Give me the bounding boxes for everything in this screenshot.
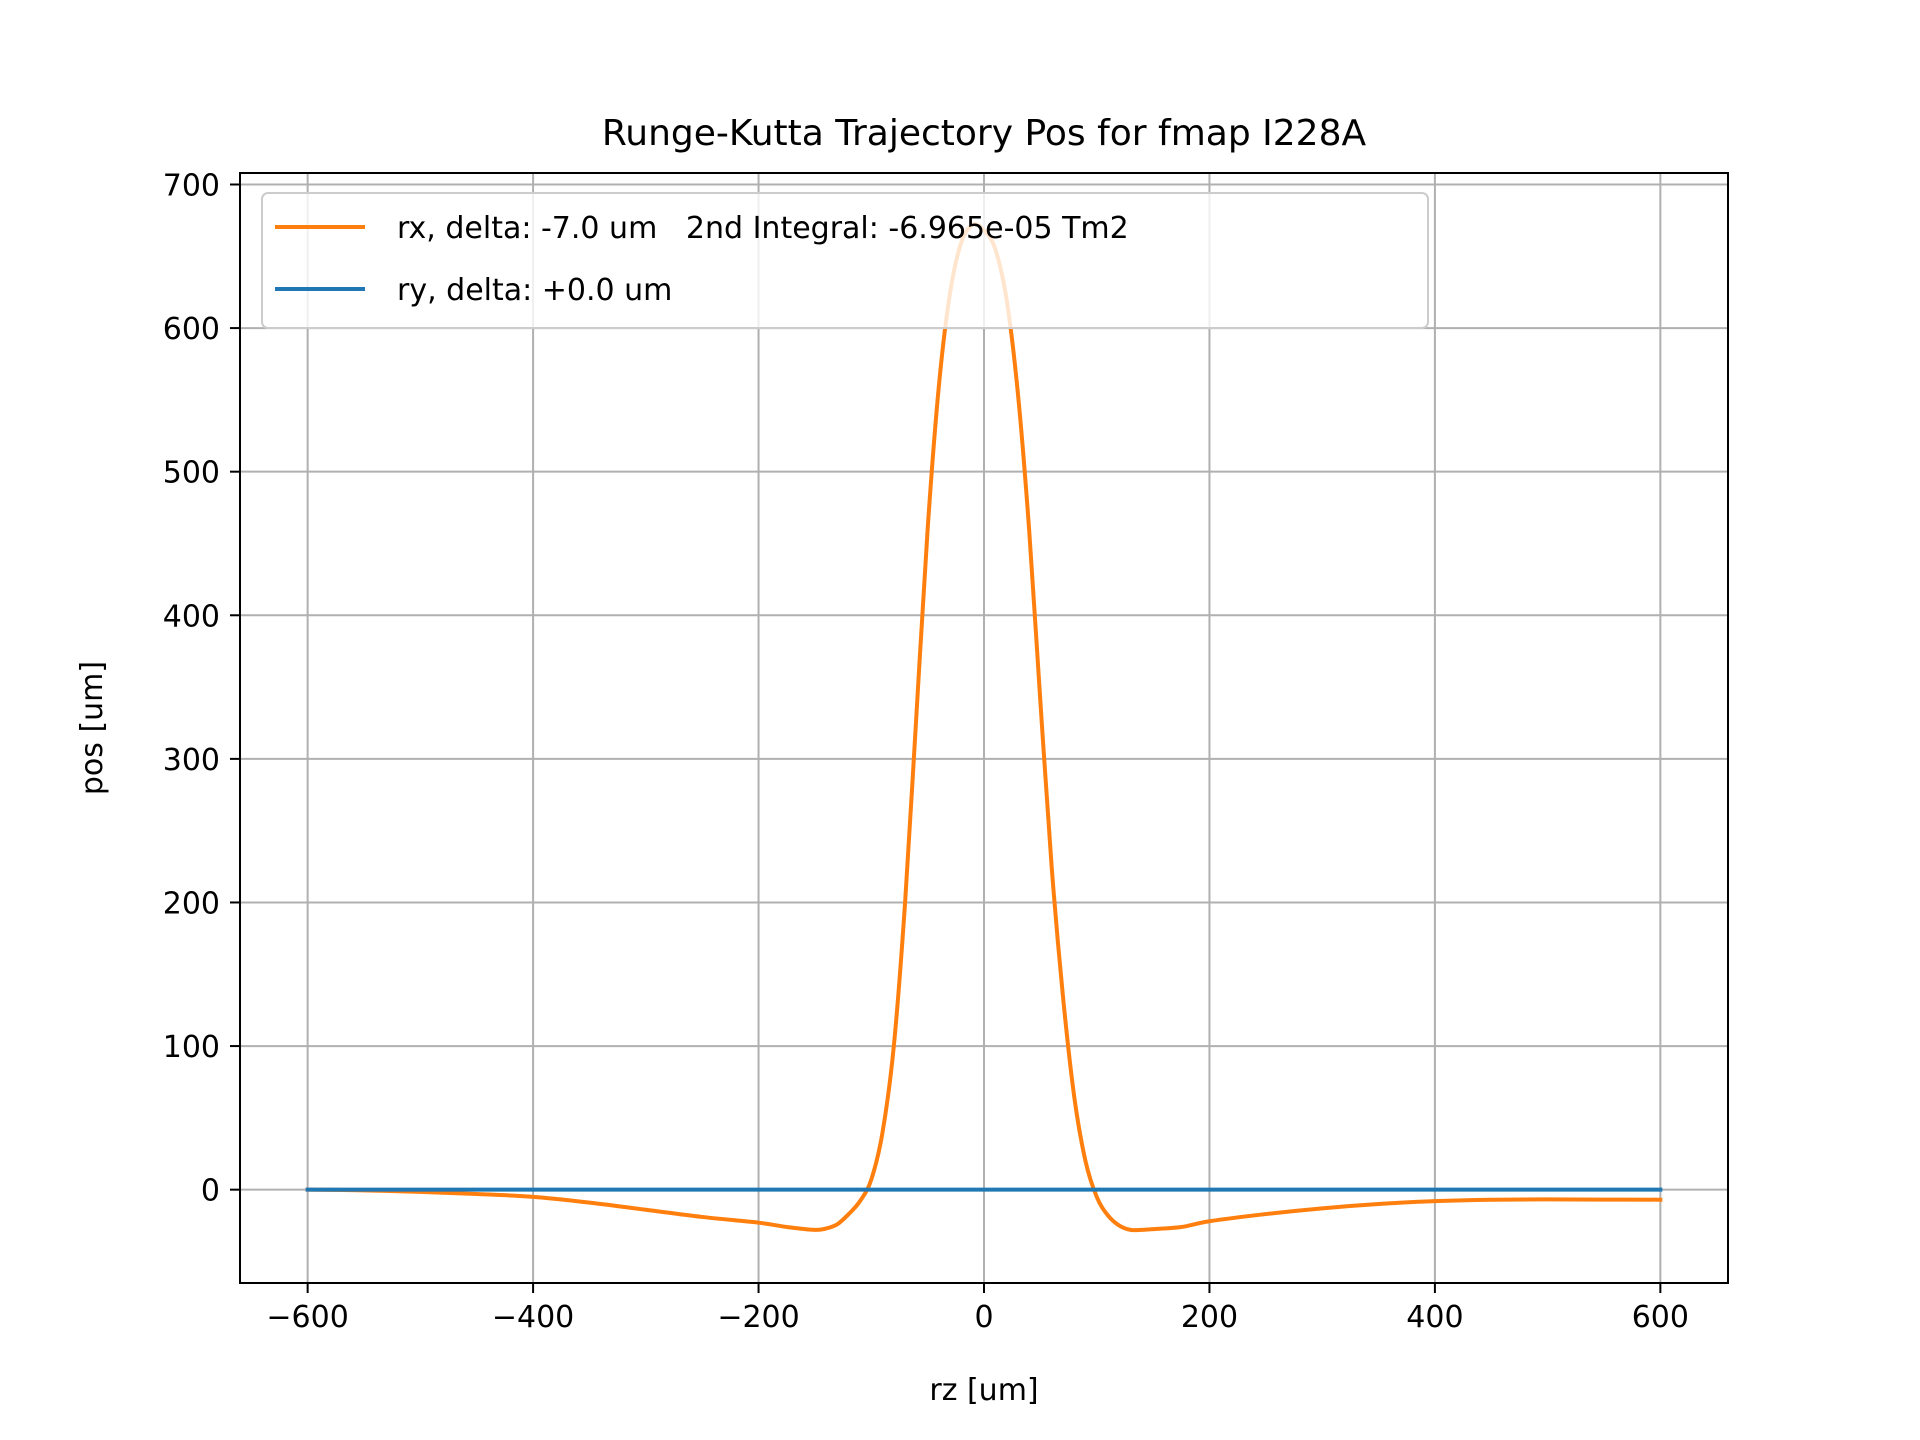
legend-label-ry: ry, delta: +0.0 um [397, 273, 672, 308]
y-tick-label: 200 [163, 886, 220, 921]
y-tick-label: 300 [163, 743, 220, 778]
ticks: −600 −400 −200 0 200 400 600 0 100 200 300 400 500 60… [163, 168, 1689, 1335]
x-tick-label: −600 [266, 1300, 348, 1335]
x-tick-label: −200 [717, 1300, 799, 1335]
x-tick-label: 200 [1181, 1300, 1238, 1335]
y-tick-label: 500 [163, 456, 220, 491]
chart-title: Runge-Kutta Trajectory Pos for fmap I228… [602, 113, 1367, 154]
x-tick-label: 400 [1406, 1300, 1463, 1335]
x-axis-label: rz [um] [929, 1373, 1038, 1408]
legend-box [261, 192, 1429, 329]
y-tick-label: 0 [201, 1174, 220, 1209]
legend: rx, delta: -7.0 um 2nd Integral: -6.965e… [261, 192, 1429, 329]
x-tick-label: −400 [492, 1300, 574, 1335]
y-tick-label: 400 [163, 599, 220, 634]
legend-label-rx: rx, delta: -7.0 um 2nd Integral: -6.965e… [397, 211, 1129, 246]
x-tick-label: 600 [1632, 1300, 1689, 1335]
y-tick-label: 700 [163, 168, 220, 203]
y-tick-label: 100 [163, 1030, 220, 1065]
y-axis-label: pos [um] [75, 661, 110, 795]
y-tick-label: 600 [163, 312, 220, 347]
x-tick-label: 0 [974, 1300, 993, 1335]
